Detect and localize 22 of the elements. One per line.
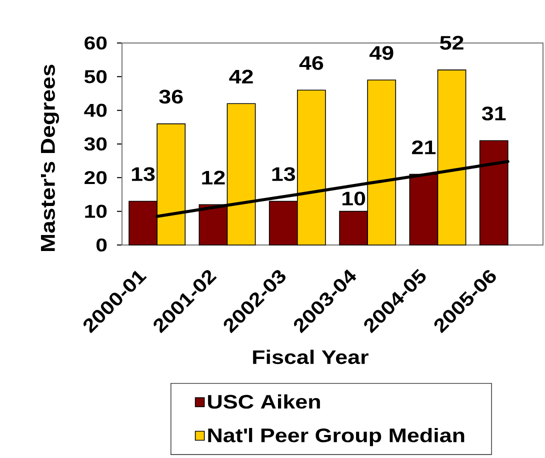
data-label: 42 — [229, 70, 253, 84]
y-tick-label: 20 — [84, 171, 107, 184]
data-label: 46 — [299, 56, 324, 70]
y-tick-label: 10 — [85, 204, 107, 218]
y-axis-title: Master's Degrees — [41, 64, 59, 252]
y-tick-label: 50 — [84, 70, 107, 84]
legend-label: USC Aiken — [208, 394, 320, 409]
data-label: 52 — [440, 36, 464, 50]
data-label: 13 — [132, 167, 155, 182]
data-label: 49 — [369, 46, 394, 60]
data-label: 31 — [482, 106, 506, 120]
data-label: 10 — [342, 192, 366, 206]
data-label: 12 — [202, 170, 225, 184]
legend-label: Nat'l Peer Group Median — [208, 428, 464, 446]
data-label: 36 — [159, 90, 183, 104]
x-axis-title: Fiscal Year — [253, 350, 368, 364]
y-tick-label: 0 — [96, 238, 107, 252]
y-tick-label: 30 — [84, 137, 107, 151]
y-tick-label: 40 — [84, 104, 107, 117]
data-label: 13 — [272, 167, 296, 182]
data-label: 21 — [412, 140, 436, 154]
y-tick-label: 60 — [84, 36, 107, 50]
